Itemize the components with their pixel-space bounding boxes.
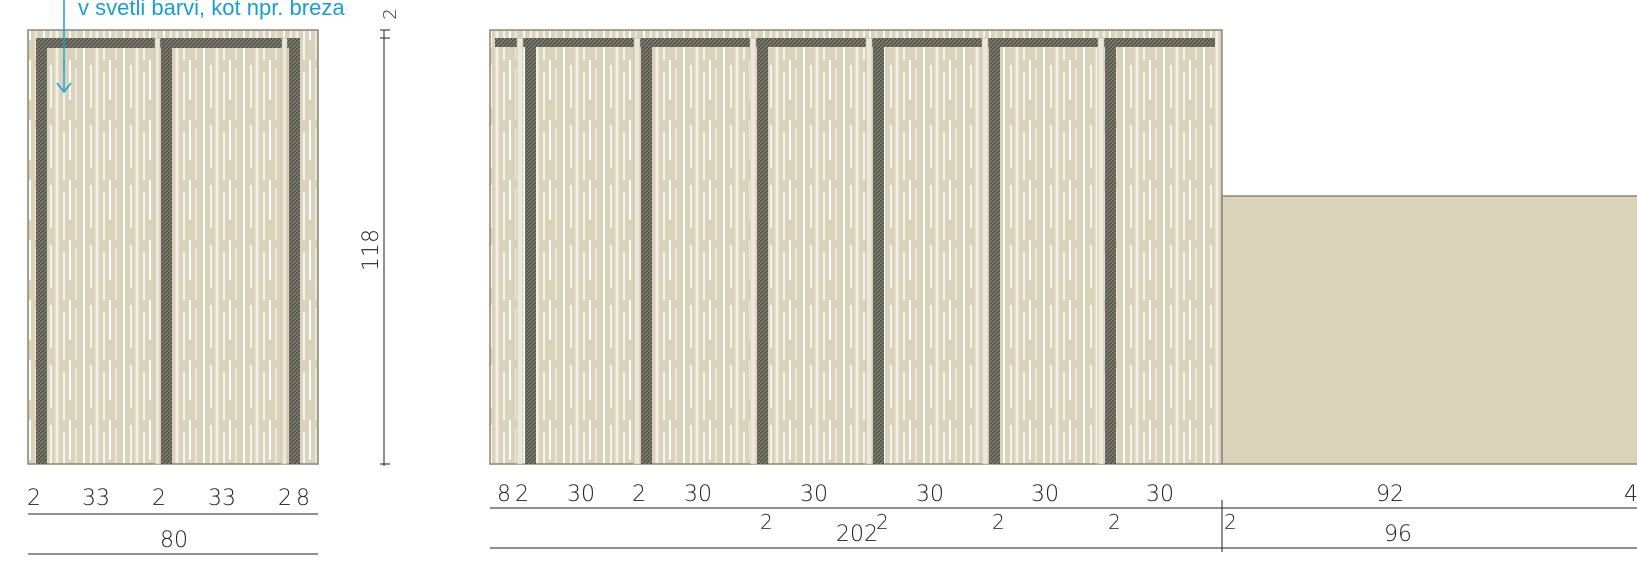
total-96: 96 (1384, 522, 1412, 547)
right-dim-11: 4 (1624, 482, 1637, 507)
small-dim-3: 2 (992, 510, 1005, 534)
small-dim-4: 2 (1108, 510, 1121, 534)
right-post-2 (641, 38, 652, 464)
left-post-3 (289, 38, 300, 464)
left-dim-3: 2 (152, 486, 166, 511)
left-panel (27, 29, 319, 465)
left-post-2 (161, 38, 172, 464)
right-post-3 (757, 38, 768, 464)
small-dim-1: 2 (760, 510, 773, 534)
right-dim-4: 2 (632, 482, 646, 507)
left-width-dimensions: 2 33 2 33 2 8 80 (27, 486, 318, 555)
right-post-5 (989, 38, 1000, 464)
left-dim-4: 33 (208, 486, 236, 511)
right-width-dimensions: 8 2 30 2 30 30 30 30 30 92 4 2 2 2 2 2 2… (490, 482, 1637, 552)
annotation-arrowhead (56, 82, 72, 94)
height-dimension: 118 2 (359, 8, 401, 466)
right-divider-light-1 (516, 37, 524, 465)
right-divider-light-2 (633, 37, 641, 465)
right-post-4 (873, 38, 884, 464)
left-dim-5: 2 (278, 486, 292, 511)
total-202: 202 (836, 522, 878, 547)
left-total: 80 (160, 528, 188, 553)
left-dim-1: 2 (27, 486, 41, 511)
material-annotation: v svetli barvi, kot npr. breza (56, 0, 345, 94)
right-dim-7: 30 (916, 482, 944, 507)
left-dim-2: 33 (82, 486, 110, 511)
small-dim-2: 2 (876, 510, 889, 534)
left-divider-light-2 (281, 37, 288, 465)
left-cabinet-view (27, 29, 319, 465)
right-dim-10: 92 (1376, 482, 1404, 507)
annotation-text: v svetli barvi, kot npr. breza (78, 0, 345, 20)
right-post-6 (1105, 38, 1116, 464)
right-divider-light-4 (865, 37, 873, 465)
small-dim-5: 2 (1224, 510, 1237, 534)
right-top-rail (495, 38, 1215, 47)
right-dim-3: 30 (567, 482, 595, 507)
right-dim-5: 30 (684, 482, 712, 507)
left-dim-6: 8 (296, 486, 310, 511)
right-divider-light-6 (1097, 37, 1105, 465)
height-value: 118 (359, 229, 384, 271)
right-dim-2: 2 (515, 482, 529, 507)
right-dim-8: 30 (1031, 482, 1059, 507)
right-post-1 (525, 38, 536, 464)
right-divider-light-3 (749, 37, 757, 465)
top-rail-value: 2 (380, 8, 401, 19)
right-dim-1: 8 (497, 482, 511, 507)
right-dim-6: 30 (800, 482, 828, 507)
right-divider-light-5 (981, 37, 989, 465)
left-divider-light-1 (154, 37, 161, 465)
right-cabinet-view (489, 29, 1637, 465)
left-post-1 (36, 38, 47, 464)
low-cabinet-block (1221, 195, 1637, 465)
right-dim-9: 30 (1146, 482, 1174, 507)
